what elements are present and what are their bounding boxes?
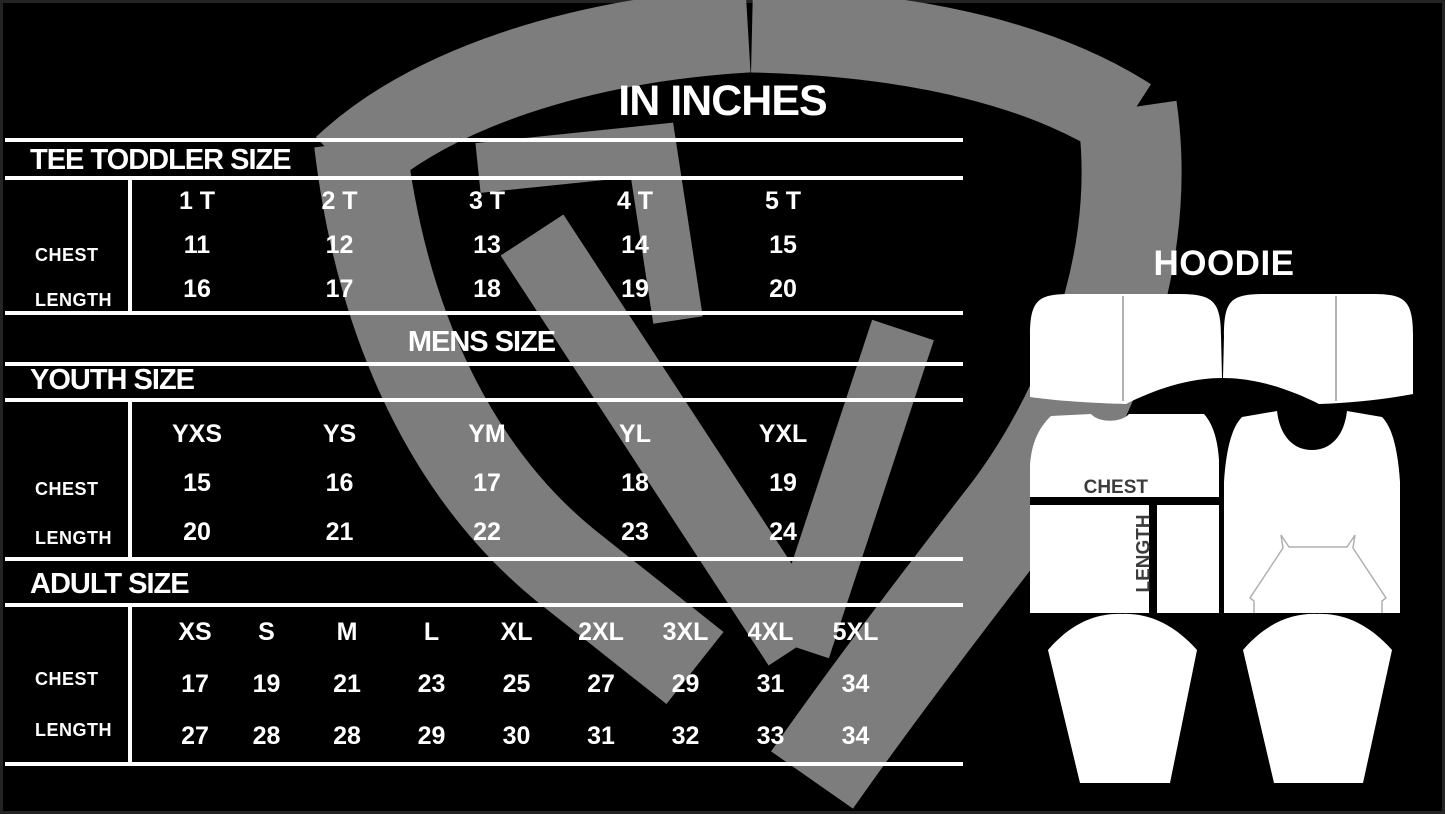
column-header: XL [500, 618, 533, 647]
column-header: 3XL [662, 618, 709, 647]
youth-chest-row-label: CHEST [35, 479, 99, 499]
chest-value: 14 [621, 230, 649, 259]
length-value: 29 [417, 721, 446, 750]
chest-value: 12 [325, 230, 354, 259]
toddler-section-heading: TEE TODDLER SIZE [30, 144, 292, 176]
toddler-length-row-label: LENGTH [35, 290, 112, 310]
toddler-chest-row-label: CHEST [35, 245, 99, 265]
length-value: 33 [756, 721, 785, 750]
column-header: YXL [758, 420, 808, 448]
divider [5, 176, 963, 180]
adult-chest-row-label: CHEST [35, 669, 99, 689]
chest-value: 17 [181, 669, 209, 698]
adult-length-row-label: LENGTH [35, 720, 112, 740]
kangaroo-pocket-outline [1248, 534, 1388, 613]
length-value: 31 [587, 721, 615, 750]
column-header: 4XL [747, 618, 794, 647]
page-title: IN INCHES [618, 77, 827, 125]
chest-value: 27 [587, 669, 615, 698]
column-header: YL [619, 420, 651, 448]
chest-value: 31 [756, 669, 785, 698]
youth-length-row-label: LENGTH [35, 528, 112, 548]
body-front-piece [1224, 411, 1400, 613]
divider [5, 557, 963, 561]
chest-measure-line [1030, 497, 1219, 505]
body-back-piece [1030, 414, 1219, 613]
length-value: 30 [502, 721, 531, 750]
divider [5, 311, 963, 315]
column-header: 3 T [468, 187, 506, 216]
chest-value: 23 [417, 669, 446, 698]
length-value: 17 [325, 274, 354, 303]
divider [5, 362, 963, 366]
chest-value: 29 [671, 669, 700, 698]
column-header: XS [178, 618, 212, 647]
sleeve-piece-right [1243, 613, 1392, 783]
divider [5, 762, 963, 766]
chest-value: 13 [473, 230, 501, 259]
chest-value: 15 [183, 469, 211, 497]
length-value: 18 [473, 274, 501, 303]
divider [5, 138, 963, 142]
length-value: 19 [621, 274, 649, 303]
column-header: 5XL [832, 618, 879, 647]
chest-value: 25 [502, 669, 531, 698]
adult-section-heading: ADULT SIZE [30, 568, 190, 600]
length-value: 20 [183, 518, 211, 546]
column-header: 2XL [578, 618, 624, 647]
divider [5, 398, 963, 402]
length-value: 20 [769, 274, 797, 303]
column-header: 1 T [178, 187, 216, 216]
chest-value: 15 [769, 230, 797, 259]
length-value: 27 [181, 721, 209, 750]
hood-piece-left [1030, 294, 1222, 404]
sleeve-piece-left [1048, 613, 1197, 783]
column-header: 2 T [321, 187, 358, 216]
youth-size-table: YXS YS YM YL YXL 15 16 17 18 19 20 21 22… [128, 402, 857, 557]
toddler-size-table: 1 T 2 T 3 T 4 T 5 T 11 12 13 14 15 16 17… [128, 180, 857, 311]
hood-piece-right [1223, 294, 1413, 404]
mens-section-heading: MENS SIZE [407, 326, 556, 358]
diagram-chest-label: CHEST [1083, 477, 1148, 498]
length-value: 21 [325, 518, 354, 546]
length-value: 28 [333, 721, 361, 750]
length-value: 28 [252, 721, 281, 750]
length-value: 24 [769, 518, 797, 546]
brand-watermark-icon [314, 0, 1182, 809]
length-value: 23 [621, 518, 649, 546]
chest-value: 19 [769, 469, 797, 497]
youth-section-heading: YOUTH SIZE [30, 364, 195, 396]
hoodie-diagram [1030, 294, 1413, 783]
length-value: 16 [183, 274, 211, 303]
column-header: S [258, 618, 275, 647]
length-value: 22 [473, 518, 501, 546]
column-header: 5 T [764, 187, 802, 216]
chest-value: 11 [183, 230, 211, 259]
column-header: YS [322, 420, 357, 448]
chest-value: 18 [621, 469, 649, 497]
hoodie-diagram-title: HOODIE [1153, 244, 1295, 283]
chest-value: 19 [252, 669, 281, 698]
divider [128, 180, 132, 311]
hood-center-seam [1122, 296, 1337, 401]
divider [5, 603, 963, 607]
chest-value: 17 [473, 469, 501, 497]
column-header: M [336, 618, 358, 647]
chest-value: 34 [841, 669, 870, 698]
column-header: 4 T [616, 187, 654, 216]
column-header: YM [468, 420, 506, 448]
adult-size-table: XS S M L XL 2XL 3XL 4XL 5XL 17 19 21 23 … [128, 607, 932, 762]
column-header: L [423, 618, 440, 647]
divider [128, 607, 132, 762]
chest-value: 16 [325, 469, 354, 497]
divider [128, 402, 132, 557]
diagram-length-label: LENGTH [1133, 514, 1155, 593]
column-header: YXS [171, 420, 223, 448]
chest-value: 21 [333, 669, 361, 698]
length-value: 32 [671, 721, 700, 750]
length-value: 34 [841, 721, 870, 750]
length-measure-line [1149, 497, 1157, 613]
